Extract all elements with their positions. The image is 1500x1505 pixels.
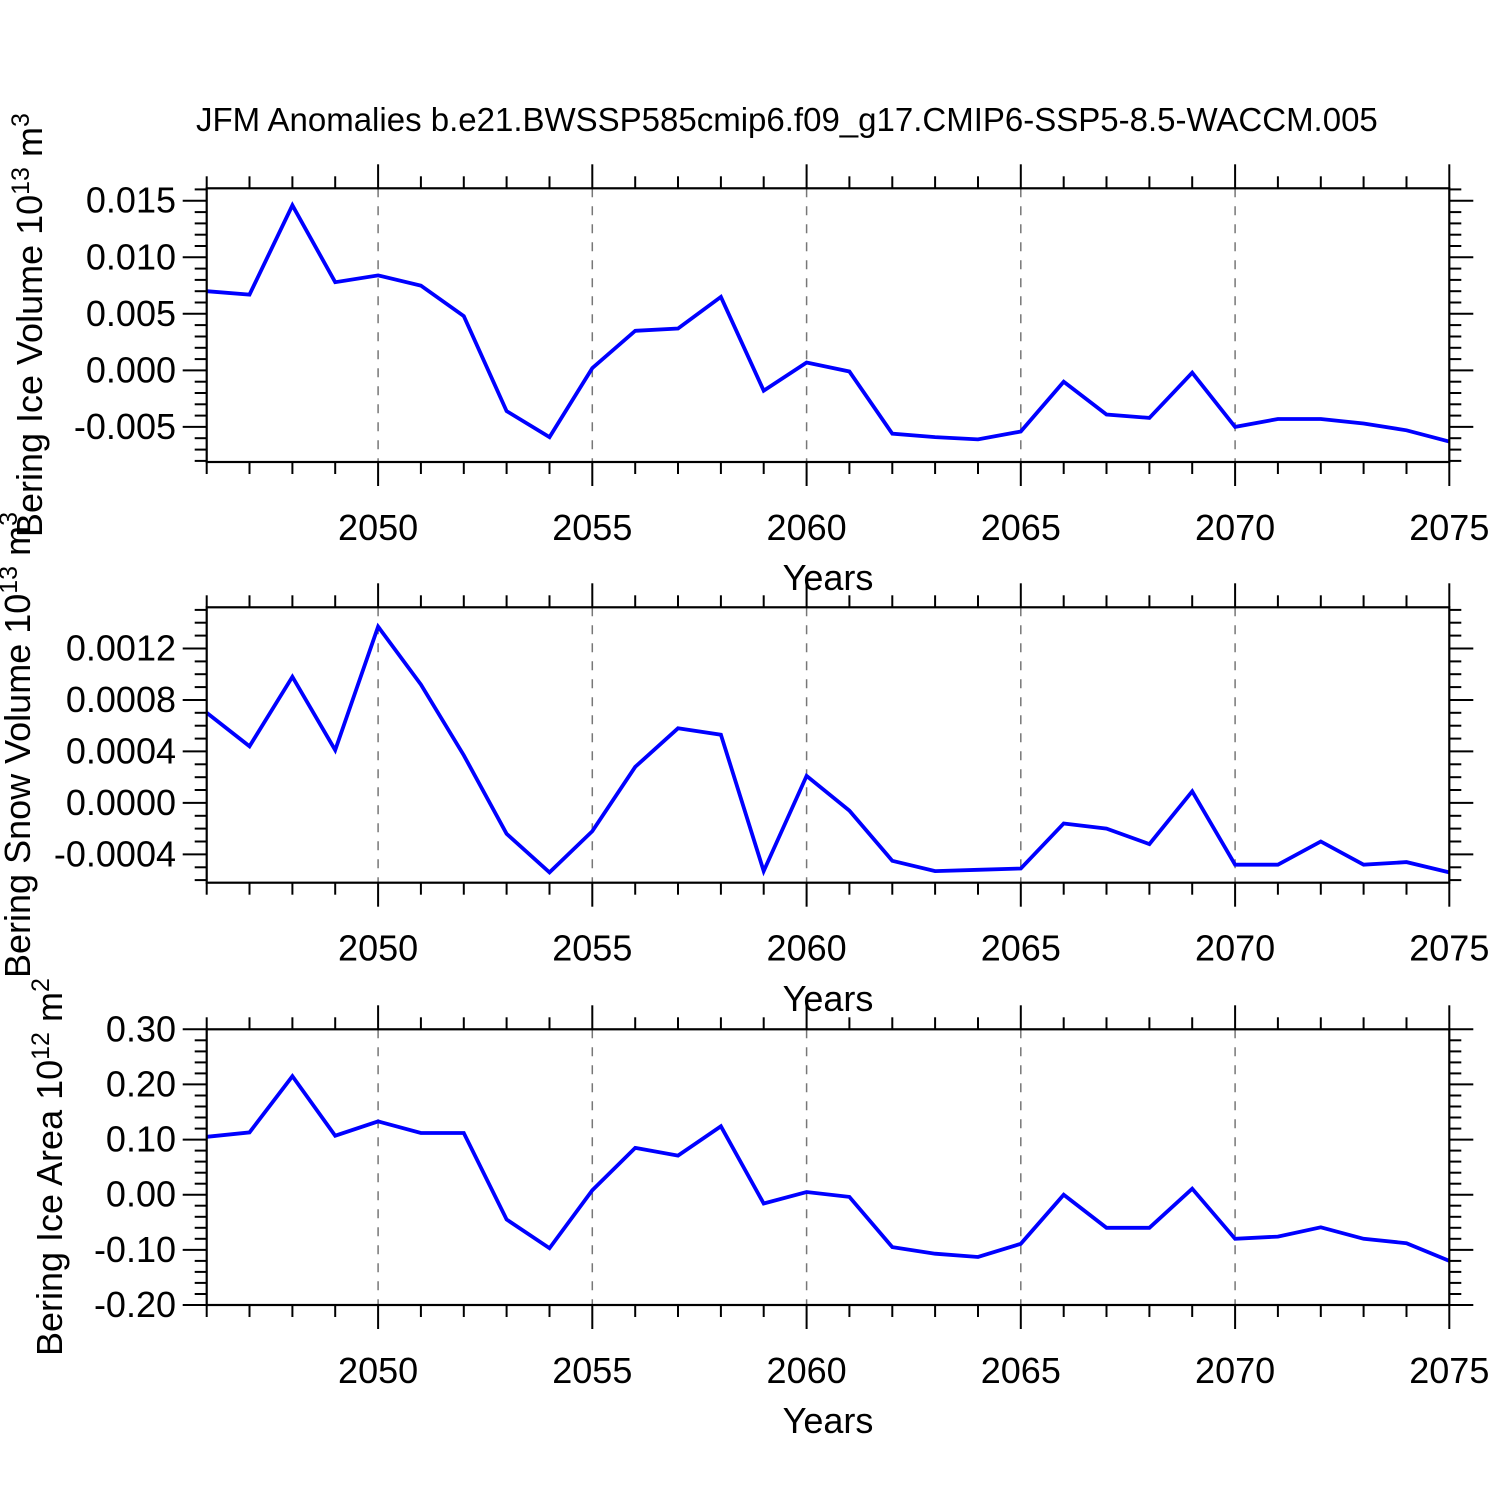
x-tick-label: 2075 — [1409, 928, 1489, 969]
y-axis-title-snow-volume: Bering Snow Volume 1013 m3 — [0, 512, 38, 978]
x-tick-label: 2075 — [1409, 507, 1489, 548]
y-tick-label: 0.005 — [86, 293, 176, 334]
plot-border — [205, 606, 1451, 884]
y-tick-label: 0.0008 — [66, 679, 176, 720]
x-tick-label: 2070 — [1195, 928, 1275, 969]
y-tick-label: 0.20 — [106, 1063, 176, 1104]
x-axis-title-panel-1: Years — [783, 557, 874, 598]
y-tick-label: 0.0000 — [66, 782, 176, 823]
x-tick-label: 2070 — [1195, 507, 1275, 548]
y-tick-label: 0.000 — [86, 349, 176, 390]
x-tick-label: 2065 — [981, 1350, 1061, 1391]
x-tick-label: 2055 — [552, 507, 632, 548]
x-tick-label: 2055 — [552, 1350, 632, 1391]
plot-border — [205, 1028, 1451, 1307]
y-tick-label: 0.10 — [106, 1119, 176, 1160]
y-tick-label: 0.0012 — [66, 628, 176, 669]
y-tick-label: -0.005 — [74, 406, 176, 447]
y-axis-title-ice-area: Bering Ice Area 1012 m2 — [27, 978, 70, 1356]
y-tick-label: -0.10 — [94, 1229, 176, 1270]
panel-ice-area: 2050 2055 2060 2065 2070 2075 0.30 0.20 0.10 0.00… — [27, 978, 1489, 1391]
panel-ice-volume: 2050 2055 2060 2065 2070 2075 0.015 0.010 0.005 0… — [7, 113, 1489, 548]
y-tick-label: 0.015 — [86, 180, 176, 221]
data-line-ice-volume — [206, 201, 1450, 444]
x-tick-label: 2070 — [1195, 1350, 1275, 1391]
panels-container: 2050 2055 2060 2065 2070 2075 0.015 0.010 0.005 0… — [0, 113, 1489, 1391]
x-tick-label: 2050 — [338, 928, 418, 969]
y-tick-label: -0.20 — [94, 1284, 176, 1325]
y-tick-label: -0.0004 — [54, 833, 176, 874]
x-tick-label: 2060 — [767, 1350, 847, 1391]
x-tick-label: 2050 — [338, 1350, 418, 1391]
x-tick-label: 2050 — [338, 507, 418, 548]
x-axis-title-panel-2: Years — [783, 978, 874, 1019]
data-line-ice-area — [206, 1073, 1451, 1263]
y-tick-label: 0.00 — [106, 1174, 176, 1215]
y-tick-label: 0.0004 — [66, 730, 176, 771]
x-axis-title-panel-3: Years — [783, 1400, 874, 1441]
x-tick-label: 2060 — [767, 928, 847, 969]
x-tick-label: 2065 — [981, 507, 1061, 548]
y-tick-label: 0.010 — [86, 236, 176, 277]
x-tick-label: 2055 — [552, 928, 632, 969]
x-tick-label: 2060 — [767, 507, 847, 548]
y-axis-title-ice-volume: Bering Ice Volume 1013 m3 — [7, 113, 50, 537]
y-tick-label: 0.30 — [106, 1008, 176, 1049]
x-tick-label: 2075 — [1409, 1350, 1489, 1391]
data-line-snow-volume — [205, 622, 1450, 877]
chart-title: JFM Anomalies b.e21.BWSSP585cmip6.f09_g1… — [196, 101, 1378, 138]
panel-snow-volume: 2050 2055 2060 2065 2070 2075 0.0012 0.0008 0.00… — [0, 512, 1489, 978]
x-tick-label: 2065 — [981, 928, 1061, 969]
